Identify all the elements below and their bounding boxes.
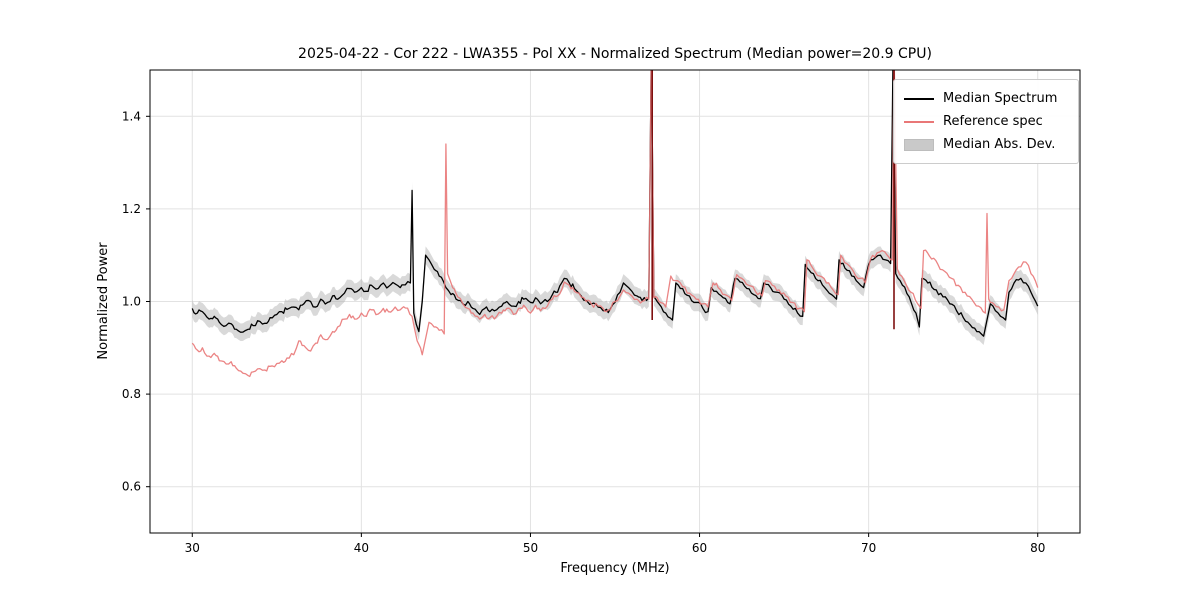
y-tick-label: 0.8 <box>122 387 141 401</box>
reference-spec-line <box>191 70 1039 378</box>
median-abs-dev-band-swatch <box>904 138 934 151</box>
tick-layer: 30 40 50 60 70 80 0.6 0.8 1.0 1.2 1.4 <box>122 109 1045 555</box>
y-tick-label: 0.6 <box>122 480 141 494</box>
x-tick-label: 40 <box>354 541 369 555</box>
median-spectrum-line <box>191 70 1039 337</box>
x-tick-label: 60 <box>692 541 707 555</box>
legend: Median Spectrum Reference spec Median Ab… <box>893 79 1079 164</box>
y-tick-label: 1.0 <box>122 295 141 309</box>
y-tick-label: 1.2 <box>122 202 141 216</box>
x-tick-label: 50 <box>523 541 538 555</box>
legend-item-median-abs-dev: Median Abs. Dev. <box>904 133 1068 156</box>
legend-label-median-spectrum: Median Spectrum <box>943 91 1058 106</box>
legend-item-reference-spec: Reference spec <box>904 110 1068 133</box>
x-axis-label: Frequency (MHz) <box>560 561 669 576</box>
legend-item-median-spectrum: Median Spectrum <box>904 87 1068 110</box>
legend-label-reference-spec: Reference spec <box>943 114 1043 129</box>
median-abs-dev-band <box>192 70 1038 346</box>
median-spectrum-line-swatch <box>904 97 934 100</box>
chart-title: 2025-04-22 - Cor 222 - LWA355 - Pol XX -… <box>298 46 932 62</box>
y-axis-label: Normalized Power <box>96 242 111 360</box>
x-tick-label: 30 <box>185 541 200 555</box>
data-layer <box>191 70 1039 378</box>
reference-spec-line-swatch <box>904 120 934 123</box>
legend-label-median-abs-dev: Median Abs. Dev. <box>943 137 1056 152</box>
x-tick-label: 80 <box>1030 541 1045 555</box>
x-tick-label: 70 <box>861 541 876 555</box>
y-tick-label: 1.4 <box>122 109 141 123</box>
